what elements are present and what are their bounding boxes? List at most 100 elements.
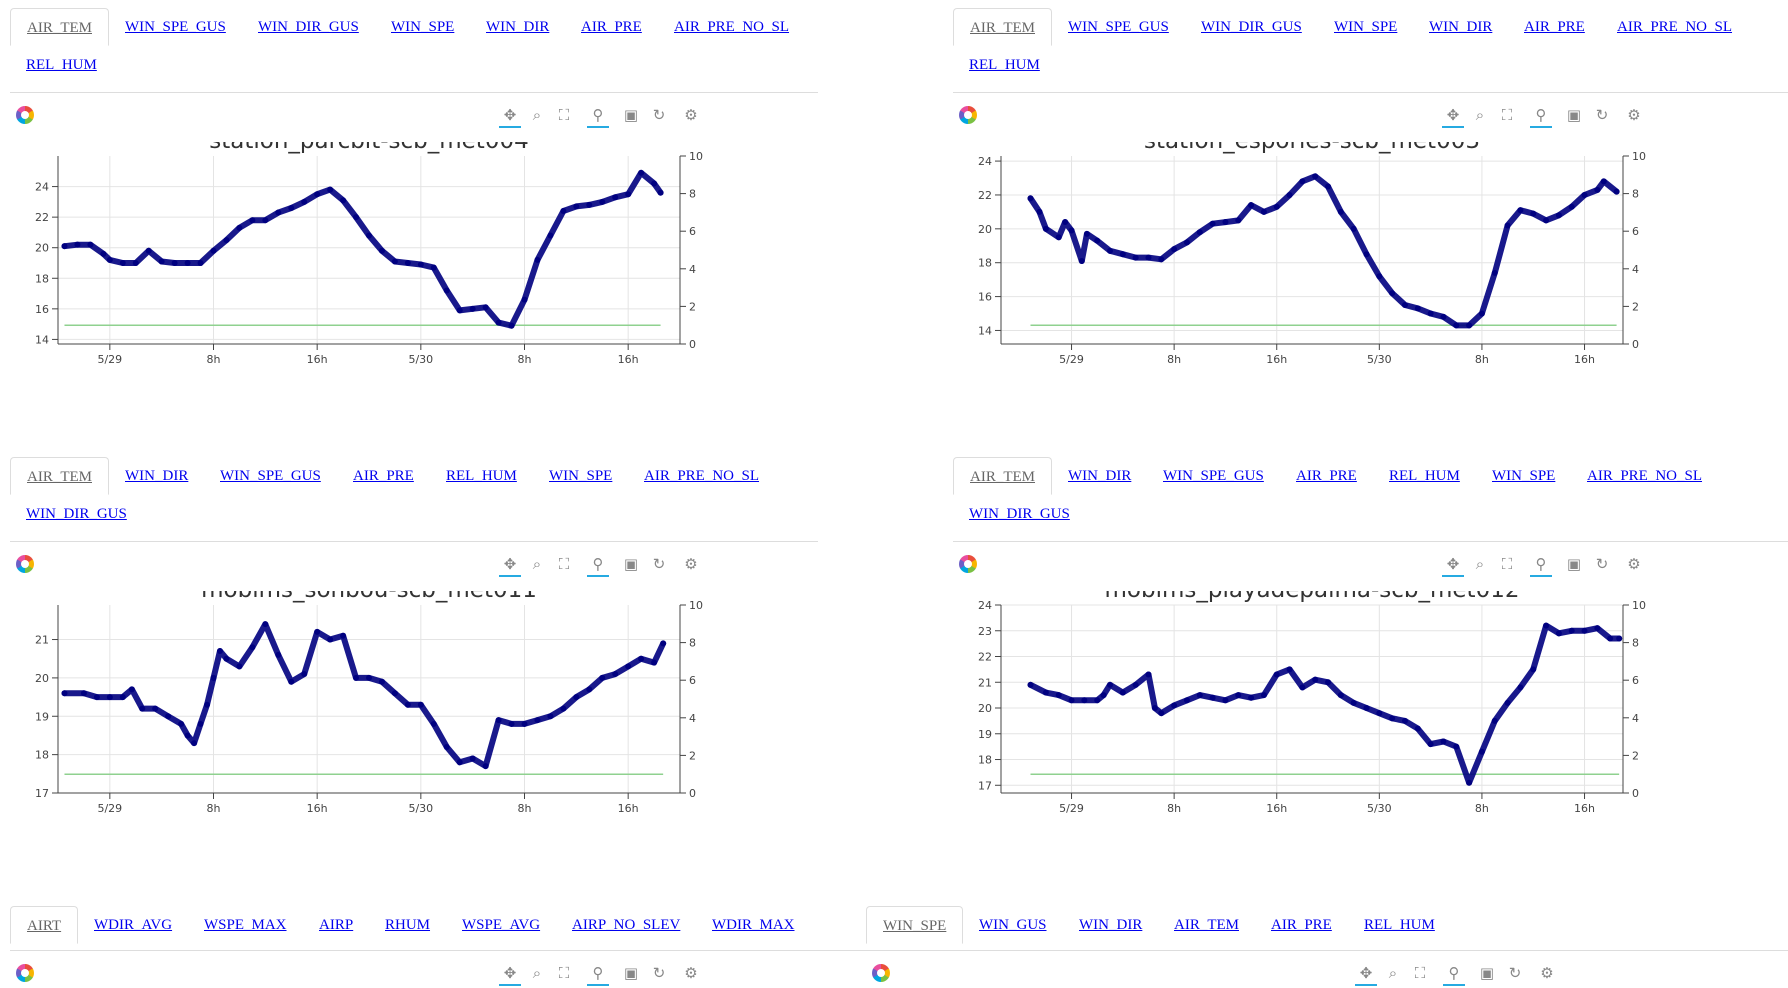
- tab-air-tem[interactable]: AIR_TEM: [953, 8, 1052, 46]
- tab-airp-no-slev[interactable]: AIRP_NO_SLEV: [572, 917, 681, 933]
- pan-icon[interactable]: ✥: [1355, 962, 1377, 986]
- hover-icon[interactable]: ⚙: [684, 555, 698, 573]
- save-icon[interactable]: ▣: [1566, 106, 1582, 124]
- tab-air-tem[interactable]: AIR_TEM: [10, 8, 109, 46]
- reset-icon[interactable]: ↻: [1595, 106, 1609, 124]
- save-icon[interactable]: ▣: [1479, 964, 1495, 982]
- chart-svg[interactable]: mobims_playadepalma-scb_met012 5/29 8h 16h 5…: [953, 577, 1743, 861]
- tab-win-spe[interactable]: WIN_SPE: [866, 906, 964, 944]
- pan-icon[interactable]: ✥: [499, 553, 521, 577]
- tab-win-dir[interactable]: WIN_DIR: [1079, 917, 1143, 933]
- box-select-icon[interactable]: ⛶: [1414, 964, 1426, 982]
- bokeh-logo-icon[interactable]: [16, 964, 34, 982]
- tab-win-spe-gus[interactable]: WIN_SPE_GUS: [220, 468, 321, 484]
- tab-win-spe[interactable]: WIN_SPE: [1334, 19, 1398, 35]
- tab-rel-hum[interactable]: REL_HUM: [26, 57, 97, 73]
- pan-icon[interactable]: ✥: [499, 962, 521, 986]
- tab-win-spe[interactable]: WIN_SPE: [1492, 468, 1556, 484]
- tab-wspe-avg[interactable]: WSPE_AVG: [462, 917, 541, 933]
- wheel-zoom-icon[interactable]: ⚲: [1530, 104, 1552, 128]
- reset-icon[interactable]: ↻: [652, 964, 666, 982]
- tab-air-tem[interactable]: AIR_TEM: [1174, 917, 1239, 933]
- hover-icon[interactable]: ⚙: [1540, 964, 1554, 982]
- save-icon[interactable]: ▣: [623, 964, 639, 982]
- bokeh-logo-icon[interactable]: [959, 106, 977, 124]
- save-icon[interactable]: ▣: [623, 106, 639, 124]
- reset-icon[interactable]: ↻: [1508, 964, 1522, 982]
- tab-win-spe-gus[interactable]: WIN_SPE_GUS: [1163, 468, 1264, 484]
- bokeh-logo-icon[interactable]: [959, 555, 977, 573]
- box-select-icon[interactable]: ⛶: [1501, 555, 1513, 573]
- hover-icon[interactable]: ⚙: [1627, 555, 1641, 573]
- reset-icon[interactable]: ↻: [652, 106, 666, 124]
- tab-win-spe-gus[interactable]: WIN_SPE_GUS: [1068, 19, 1169, 35]
- save-icon[interactable]: ▣: [1566, 555, 1582, 573]
- reset-icon[interactable]: ↻: [652, 555, 666, 573]
- chart-svg[interactable]: station_parcbit-scb_met004 5/29 8h 16h 5/30 8…: [10, 128, 800, 412]
- hover-icon[interactable]: ⚙: [1627, 106, 1641, 124]
- wheel-zoom-icon[interactable]: ⚲: [587, 962, 609, 986]
- tab-win-dir-gus[interactable]: WIN_DIR_GUS: [969, 506, 1070, 522]
- box-select-icon[interactable]: ⛶: [1501, 106, 1513, 124]
- box-zoom-icon[interactable]: ⌕: [532, 106, 542, 124]
- pan-icon[interactable]: ✥: [1442, 553, 1464, 577]
- pan-icon[interactable]: ✥: [1442, 104, 1464, 128]
- wheel-zoom-icon[interactable]: ⚲: [587, 104, 609, 128]
- data-point: [340, 197, 347, 204]
- tab-air-pre[interactable]: AIR_PRE: [1296, 468, 1357, 484]
- box-select-icon[interactable]: ⛶: [558, 106, 570, 124]
- tab-rel-hum[interactable]: REL_HUM: [446, 468, 517, 484]
- bokeh-logo-icon[interactable]: [872, 964, 890, 982]
- tab-air-tem[interactable]: AIR_TEM: [10, 457, 109, 495]
- tab-win-dir[interactable]: WIN_DIR: [125, 468, 189, 484]
- tab-win-dir[interactable]: WIN_DIR: [486, 19, 550, 35]
- tab-air-pre-no-sl[interactable]: AIR_PRE_NO_SL: [1587, 468, 1703, 484]
- tab-air-pre-no-sl[interactable]: AIR_PRE_NO_SL: [674, 19, 790, 35]
- tab-win-dir[interactable]: WIN_DIR: [1068, 468, 1132, 484]
- hover-icon[interactable]: ⚙: [684, 106, 698, 124]
- tab-air-pre-no-sl[interactable]: AIR_PRE_NO_SL: [644, 468, 760, 484]
- wheel-zoom-icon[interactable]: ⚲: [587, 553, 609, 577]
- box-zoom-icon[interactable]: ⌕: [532, 964, 542, 982]
- tab-air-pre[interactable]: AIR_PRE: [1524, 19, 1585, 35]
- tab-rel-hum[interactable]: REL_HUM: [1364, 917, 1435, 933]
- data-point: [1389, 290, 1396, 297]
- wheel-zoom-icon[interactable]: ⚲: [1530, 553, 1552, 577]
- box-select-icon[interactable]: ⛶: [558, 964, 570, 982]
- tab-rel-hum[interactable]: REL_HUM: [969, 57, 1040, 73]
- save-icon[interactable]: ▣: [623, 555, 639, 573]
- tab-air-pre-no-sl[interactable]: AIR_PRE_NO_SL: [1617, 19, 1733, 35]
- tab-win-dir[interactable]: WIN_DIR: [1429, 19, 1493, 35]
- chart-svg[interactable]: station_esporles-scb_met003 5/29 8h 16h 5/30…: [953, 128, 1743, 412]
- tab-win-gus[interactable]: WIN_GUS: [979, 917, 1047, 933]
- tab-wspe-max[interactable]: WSPE_MAX: [204, 917, 287, 933]
- tab-air-pre[interactable]: AIR_PRE: [1271, 917, 1332, 933]
- box-zoom-icon[interactable]: ⌕: [1388, 964, 1398, 982]
- tab-airp[interactable]: AIRP: [319, 917, 354, 933]
- tab-win-dir-gus[interactable]: WIN_DIR_GUS: [258, 19, 359, 35]
- tab-air-tem[interactable]: AIR_TEM: [953, 457, 1052, 495]
- box-zoom-icon[interactable]: ⌕: [1475, 555, 1485, 573]
- tab-win-dir-gus[interactable]: WIN_DIR_GUS: [26, 506, 127, 522]
- tab-rel-hum[interactable]: REL_HUM: [1389, 468, 1460, 484]
- tab-win-spe[interactable]: WIN_SPE: [391, 19, 455, 35]
- tab-airt[interactable]: AIRT: [10, 906, 79, 944]
- box-zoom-icon[interactable]: ⌕: [1475, 106, 1485, 124]
- tab-wdir-max[interactable]: WDIR_MAX: [712, 917, 795, 933]
- hover-icon[interactable]: ⚙: [684, 964, 698, 982]
- tab-win-spe[interactable]: WIN_SPE: [549, 468, 613, 484]
- bokeh-logo-icon[interactable]: [16, 106, 34, 124]
- box-select-icon[interactable]: ⛶: [558, 555, 570, 573]
- pan-icon[interactable]: ✥: [499, 104, 521, 128]
- box-zoom-icon[interactable]: ⌕: [532, 555, 542, 573]
- tab-win-dir-gus[interactable]: WIN_DIR_GUS: [1201, 19, 1302, 35]
- chart-svg[interactable]: mobims_sonbou-scb_met011 5/29 8h 16h 5/30 8h 1…: [10, 577, 800, 861]
- wheel-zoom-icon[interactable]: ⚲: [1443, 962, 1465, 986]
- tab-win-spe-gus[interactable]: WIN_SPE_GUS: [125, 19, 226, 35]
- reset-icon[interactable]: ↻: [1595, 555, 1609, 573]
- tab-air-pre[interactable]: AIR_PRE: [581, 19, 642, 35]
- tab-air-pre[interactable]: AIR_PRE: [353, 468, 414, 484]
- bokeh-logo-icon[interactable]: [16, 555, 34, 573]
- tab-rhum[interactable]: RHUM: [385, 917, 431, 933]
- tab-wdir-avg[interactable]: WDIR_AVG: [94, 917, 173, 933]
